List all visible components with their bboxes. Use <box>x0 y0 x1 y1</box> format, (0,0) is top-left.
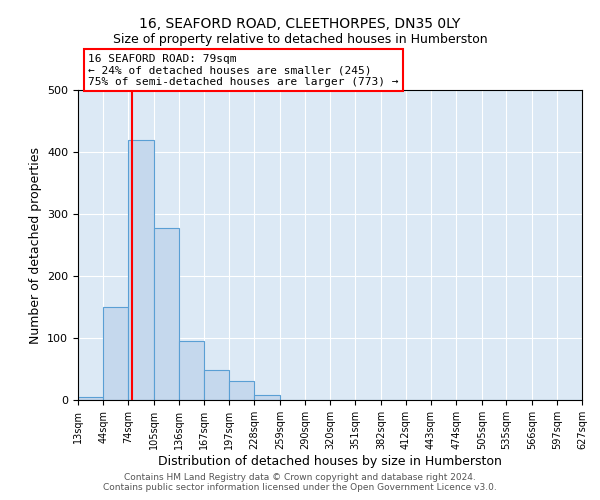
Bar <box>205 370 229 400</box>
Bar <box>254 395 280 400</box>
Bar <box>179 341 205 400</box>
Bar <box>78 397 103 400</box>
Bar <box>128 140 154 400</box>
Y-axis label: Number of detached properties: Number of detached properties <box>29 146 41 344</box>
Text: Contains HM Land Registry data © Crown copyright and database right 2024.: Contains HM Land Registry data © Crown c… <box>124 474 476 482</box>
Text: Contains public sector information licensed under the Open Government Licence v3: Contains public sector information licen… <box>103 484 497 492</box>
Bar <box>103 307 128 400</box>
Text: 16 SEAFORD ROAD: 79sqm
← 24% of detached houses are smaller (245)
75% of semi-de: 16 SEAFORD ROAD: 79sqm ← 24% of detached… <box>88 54 398 87</box>
Bar <box>154 228 179 400</box>
Text: Size of property relative to detached houses in Humberston: Size of property relative to detached ho… <box>113 32 487 46</box>
Text: 16, SEAFORD ROAD, CLEETHORPES, DN35 0LY: 16, SEAFORD ROAD, CLEETHORPES, DN35 0LY <box>139 18 461 32</box>
X-axis label: Distribution of detached houses by size in Humberston: Distribution of detached houses by size … <box>158 454 502 468</box>
Bar <box>229 382 254 400</box>
